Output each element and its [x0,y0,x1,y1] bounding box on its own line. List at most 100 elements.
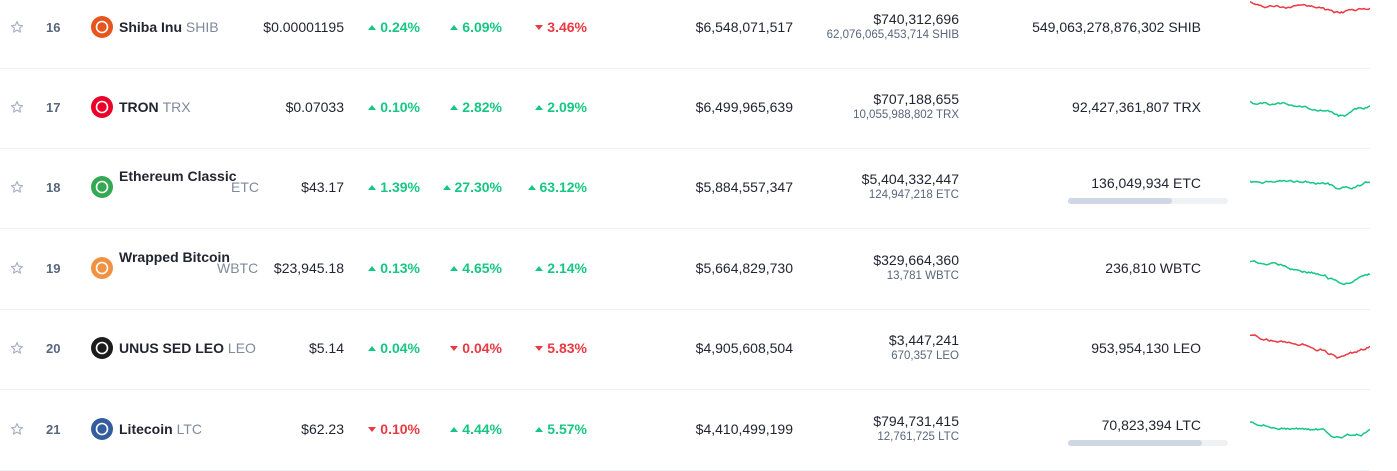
change-1h: 0.10% [368,99,420,115]
coin-name[interactable]: Litecoin LTC [119,421,202,437]
sparkline-7d[interactable] [1250,408,1370,454]
coin-symbol: ETC [231,179,259,195]
sparkline-7d[interactable] [1250,166,1370,212]
price: $62.23 [301,421,344,437]
volume[interactable]: $329,664,360 13,781 WBTC [873,252,959,282]
table-row[interactable]: 21 Litecoin LTC $62.23 0.10% 4.44% 5.57%… [0,390,1370,471]
star-icon[interactable] [10,20,24,34]
circulating-supply: 236,810 WBTC [1105,260,1201,276]
supply-progress-bar [1068,440,1228,446]
volume-coin: 12,761,725 LTC [877,431,959,443]
volume-usd: $794,731,415 [873,413,959,429]
change-7d: 2.09% [535,99,587,115]
coin-name[interactable]: Wrapped Bitcoin [119,249,230,265]
volume[interactable]: $707,188,655 10,055,988,802 TRX [853,91,959,121]
sparkline-path [1250,100,1370,118]
table-row[interactable]: 19 Wrapped Bitcoin WBTC $23,945.18 0.13%… [0,229,1370,310]
coin-name-text: Shiba Inu [119,19,182,35]
supply-progress-bar [1068,198,1228,204]
sparkline-7d[interactable] [1250,86,1370,132]
caret-down-icon [535,25,544,30]
etc-icon [91,176,113,198]
star-icon[interactable] [10,422,24,436]
volume-coin: 10,055,988,802 TRX [853,109,959,121]
market-cap: $5,884,557,347 [695,179,793,195]
caret-up-icon [442,185,451,190]
caret-up-icon [535,266,544,271]
change-24h: 4.65% [450,260,502,276]
caret-up-icon [368,105,377,110]
change-1h: 0.24% [368,19,420,35]
circulating-supply: 549,063,278,876,302 SHIB [1032,19,1201,35]
sparkline-7d[interactable] [1250,247,1370,293]
sparkline-path [1250,179,1370,190]
change-1h: 0.13% [368,260,420,276]
rank: 20 [46,341,61,356]
volume[interactable]: $5,404,332,447 124,947,218 ETC [862,171,959,201]
caret-up-icon [450,105,459,110]
coin-name[interactable]: TRON TRX [119,99,191,115]
market-cap: $6,548,071,517 [695,19,793,35]
circulating-supply: 92,427,361,807 TRX [1072,99,1201,115]
star-icon[interactable] [10,100,24,114]
table-row[interactable]: 16 Shiba Inu SHIB $0.00001195 0.24% 6.09… [0,0,1370,69]
change-24h: 2.82% [450,99,502,115]
rank: 19 [46,261,61,276]
change-1h: 0.10% [368,421,420,437]
coin-name[interactable]: UNUS SED LEO LEO [119,340,256,356]
table-row[interactable]: 18 Ethereum Classic ETC $43.17 1.39% 27.… [0,148,1370,229]
coin-name-text: UNUS SED LEO [119,340,225,356]
coin-symbol: SHIB [185,19,219,35]
caret-up-icon [368,25,377,30]
change-7d: 2.14% [535,260,587,276]
price: $0.07033 [285,99,344,115]
table-row[interactable]: 20 UNUS SED LEO LEO $5.14 0.04% 0.04% 5.… [0,309,1370,390]
coin-symbol: WBTC [217,260,259,276]
change-1h: 1.39% [368,179,420,195]
price: $23,945.18 [273,260,344,276]
caret-up-icon [535,105,544,110]
rank: 18 [46,180,61,195]
supply-progress-fill [1068,198,1172,204]
tron-icon [91,96,113,118]
change-24h: 4.44% [450,421,502,437]
sparkline-path [1250,0,1370,14]
coin-symbol: LTC [176,421,202,437]
market-cap: $4,905,608,504 [695,340,793,356]
volume-usd: $740,312,696 [873,11,959,27]
supply-progress-fill [1068,440,1203,446]
change-7d: 3.46% [535,19,587,35]
star-icon[interactable] [10,261,24,275]
volume[interactable]: $740,312,696 62,076,065,453,714 SHIB [827,11,959,41]
market-cap: $6,499,965,639 [695,99,793,115]
caret-up-icon [450,266,459,271]
coin-name[interactable]: Ethereum Classic [119,168,237,184]
volume[interactable]: $794,731,415 12,761,725 LTC [873,413,959,443]
change-7d: 5.83% [535,340,587,356]
market-cap: $5,664,829,730 [695,260,793,276]
sparkline-path [1250,259,1370,285]
coin-name[interactable]: Shiba Inu SHIB [119,19,219,35]
sparkline-path [1250,421,1370,439]
caret-up-icon [368,185,377,190]
change-24h: 0.04% [450,340,502,356]
table-row[interactable]: 17 TRON TRX $0.07033 0.10% 2.82% 2.09% $… [0,68,1370,149]
leo-icon [91,337,113,359]
caret-up-icon [450,25,459,30]
circulating-supply: 136,049,934 ETC [1091,175,1201,191]
coin-symbol: TRX [162,99,191,115]
caret-down-icon [368,427,377,432]
star-icon[interactable] [10,341,24,355]
sparkline-7d[interactable] [1250,327,1370,373]
coin-symbol: LEO [227,340,256,356]
volume-usd: $329,664,360 [873,252,959,268]
sparkline-7d[interactable] [1250,0,1370,40]
coin-name-text: Litecoin [119,421,173,437]
volume[interactable]: $3,447,241 670,357 LEO [889,332,959,362]
change-24h: 6.09% [450,19,502,35]
caret-down-icon [450,346,459,351]
caret-up-icon [527,185,536,190]
shib-icon [91,16,113,38]
price: $43.17 [301,179,344,195]
star-icon[interactable] [10,180,24,194]
